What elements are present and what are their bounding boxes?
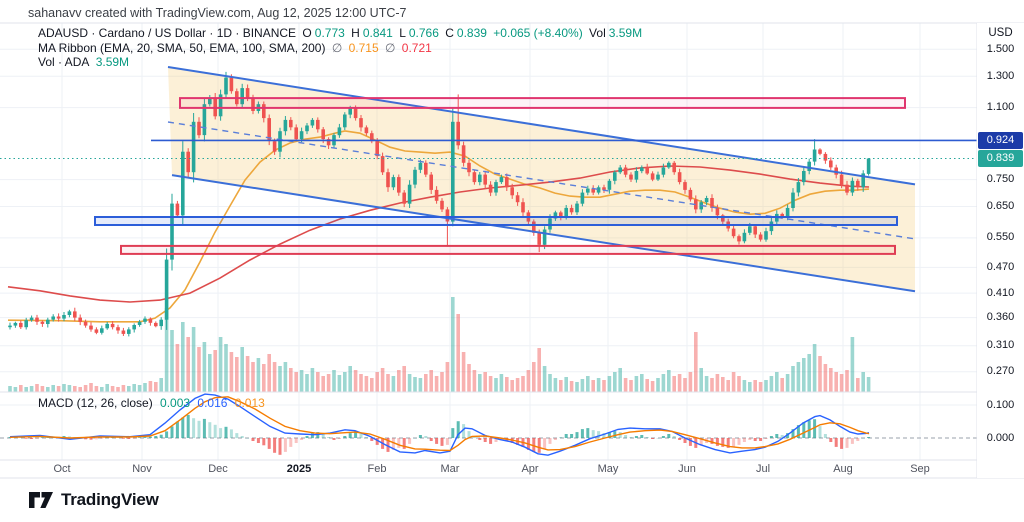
descending-channel-fill (168, 67, 915, 292)
macd-tick-label: 0.000 (986, 431, 1015, 444)
avg-symbol-2: ∅ (384, 40, 396, 55)
macd-line-value: 0.016 (197, 396, 228, 410)
channel-midline-dashed (167, 121, 916, 240)
tradingview-logo-text: TradingView (61, 490, 159, 509)
high-value: 0.841 (362, 26, 393, 40)
tradingview-logo-icon (29, 492, 53, 508)
open-label: O (302, 26, 312, 40)
time-axis-label: Mar (440, 463, 460, 475)
avg-symbol: ∅ (331, 40, 343, 55)
time-scale[interactable]: Oct Nov Dec 2025 Feb Mar Apr May Jun Jul Aug Sep (0, 461, 977, 478)
ma-ribbon-legend-row[interactable]: MA Ribbon (EMA, 20, SMA, 50, EMA, 100, S… (38, 40, 645, 56)
chart-legend: ADAUSD · Cardano / US Dollar · 1D · BINA… (38, 26, 645, 71)
resistance-box-upper (179, 97, 906, 109)
price-tick-label: 0.470 (986, 260, 1015, 273)
macd-signal-value: 0.013 (234, 396, 265, 410)
time-axis-label: Sep (910, 463, 930, 475)
time-axis-label: Aug (833, 463, 853, 475)
ma-avg2-value: 0.721 (401, 40, 432, 55)
volume-label: Vol (589, 26, 606, 40)
time-axis-label: Oct (53, 463, 71, 475)
last-price-badge: 0.839 (978, 150, 1023, 167)
price-tick-label: 0.750 (986, 173, 1015, 186)
open-value: 0.773 (314, 26, 345, 40)
macd-signal-line (9, 396, 870, 452)
volume-bars (8, 297, 871, 392)
close-value: 0.839 (456, 26, 487, 40)
time-axis-label: Apr (521, 463, 539, 475)
time-axis-label: Dec (208, 463, 228, 475)
price-tick-label: 0.310 (986, 339, 1015, 352)
ma-slow-line (7, 165, 870, 303)
candlestick-series (8, 71, 871, 337)
volume-value: 3.59M (608, 26, 643, 40)
symbol-legend-row[interactable]: ADAUSD · Cardano / US Dollar · 1D · BINA… (38, 26, 645, 41)
currency-label: USD (988, 27, 1013, 39)
low-label: L (399, 26, 406, 40)
close-label: C (445, 26, 454, 40)
time-axis-label: Feb (367, 463, 387, 475)
channel-upper-trendline (167, 66, 916, 186)
tradingview-logo[interactable]: TradingView (28, 489, 159, 511)
price-scale[interactable]: USD 1.500 1.300 1.100 0.750 0.650 0.550 0.470 0… (977, 23, 1024, 478)
macd-tick-label: 0.100 (986, 398, 1015, 411)
change-value: +0.065 (+8.40%) (493, 26, 583, 40)
macd-title: MACD (12, 26, close) (38, 396, 153, 410)
support-box-red (120, 244, 896, 255)
watermark-attribution: sahanavv created with TradingView.com, A… (28, 6, 407, 20)
support-box-blue (94, 216, 898, 226)
macd-legend-row[interactable]: MACD (12, 26, close) 0.003 0.016 0.013 (38, 396, 269, 410)
time-axis-label: Nov (132, 463, 152, 475)
ma-fast-line (7, 130, 870, 323)
time-axis-label: 2025 (286, 463, 312, 475)
price-tick-label: 1.100 (986, 101, 1015, 114)
price-tick-label: 0.270 (986, 365, 1015, 378)
macd-histogram (8, 414, 871, 455)
ma-ribbon-title: MA Ribbon (EMA, 20, SMA, 50, EMA, 100, S… (38, 40, 326, 55)
price-tick-label: 1.300 (986, 69, 1015, 82)
volume-study-value: 3.59M (95, 55, 130, 69)
volume-legend-row[interactable]: Vol · ADA 3.59M (38, 55, 645, 70)
price-tick-label: 0.550 (986, 231, 1015, 244)
price-tick-label: 0.360 (986, 311, 1015, 324)
volume-study-title: Vol · ADA (38, 55, 90, 69)
price-tick-label: 1.500 (986, 42, 1015, 55)
channel-lower-trendline (171, 174, 916, 293)
macd-hist-value: 0.003 (160, 396, 191, 410)
low-value: 0.766 (408, 26, 439, 40)
time-axis-label: Jul (755, 463, 771, 475)
ma-avg1-value: 0.715 (348, 40, 379, 55)
price-tick-label: 0.410 (986, 286, 1015, 299)
high-label: H (351, 26, 360, 40)
time-axis-label: Jun (678, 463, 696, 475)
price-tick-label: 0.650 (986, 200, 1015, 212)
time-axis-label: May (597, 463, 619, 475)
symbol-title: ADAUSD · Cardano / US Dollar · 1D · BINA… (38, 26, 297, 40)
alert-price-badge: 0.924 (978, 131, 1023, 149)
